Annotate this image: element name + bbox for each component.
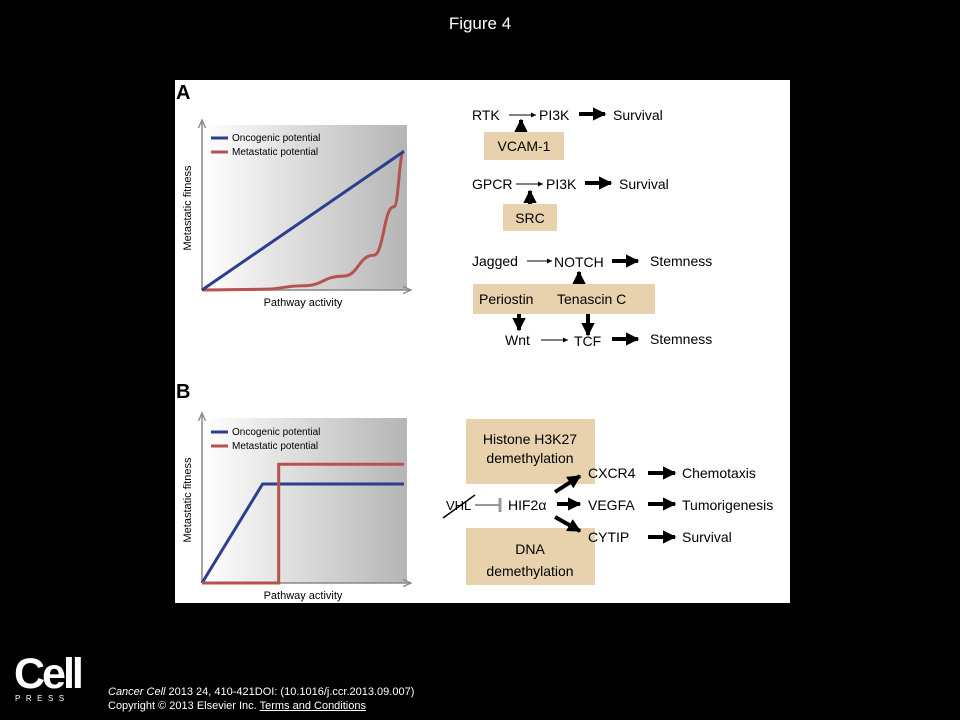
- src-label: SRC: [515, 210, 545, 226]
- citation-details: 2013 24, 410-421DOI: (10.1016/j.ccr.2013…: [165, 686, 415, 698]
- citation: Cancer Cell 2013 24, 410-421DOI: (10.101…: [108, 685, 414, 713]
- survival-label-1: Survival: [613, 107, 663, 123]
- terms-link[interactable]: Terms and Conditions: [259, 700, 366, 712]
- cytip-label: CYTIP: [588, 529, 629, 545]
- figure-title: Figure 4: [448, 14, 512, 33]
- tumorigenesis-label: Tumorigenesis: [682, 497, 773, 513]
- notch-label: NOTCH: [554, 254, 604, 270]
- vcam1-label: VCAM-1: [498, 138, 551, 154]
- panel-b-pathways: Histone H3K27 demethylation DNA demethyl…: [442, 419, 773, 585]
- pi3k-label-1: PI3K: [539, 107, 570, 123]
- citation-journal: Cancer Cell: [108, 686, 166, 698]
- chart-a-series-metastatic: [201, 149, 406, 292]
- chart-b-legend-oncogenic: Oncogenic potential: [232, 427, 320, 438]
- panel-a-letter: A: [176, 82, 190, 104]
- chart-a-series-oncogenic: [201, 150, 405, 292]
- wnt-label: Wnt: [505, 332, 530, 348]
- chart-b-background: [202, 418, 407, 583]
- dna-box: [466, 528, 595, 585]
- cxcr4-label: CXCR4: [588, 465, 636, 481]
- logo-word: Cell: [14, 650, 84, 698]
- vhl-strike: [442, 494, 476, 519]
- logo-sub: PRESS: [15, 694, 70, 703]
- chart-a-legend-oncogenic: Oncogenic potential: [232, 133, 320, 144]
- chart-b-xlabel: Pathway activity: [264, 590, 343, 602]
- chart-b-legend-metastatic: Metastatic potential: [232, 441, 318, 452]
- vegfa-label: VEGFA: [588, 497, 635, 513]
- survival-label-b: Survival: [682, 529, 732, 545]
- chart-a-legend-metastatic: Metastatic potential: [232, 147, 318, 158]
- stemness-label-1: Stemness: [650, 253, 712, 269]
- copyright-line: Copyright © 2013 Elsevier Inc. Terms and…: [108, 699, 414, 713]
- survival-label-2: Survival: [619, 176, 669, 192]
- histone-label-line1: Histone H3K27: [483, 431, 577, 447]
- pi3k-label-2: PI3K: [546, 176, 577, 192]
- histone-box: [466, 419, 595, 484]
- citation-line: Cancer Cell 2013 24, 410-421DOI: (10.101…: [108, 685, 414, 699]
- chart-b: Oncogenic potential Metastatic potential…: [182, 413, 411, 602]
- jagged-label: Jagged: [472, 253, 518, 269]
- tenascin-label: Tenascin C: [557, 291, 626, 307]
- figure-svg: A B Oncogenic potential Metastatic poten…: [176, 82, 773, 602]
- vcam1-box: [484, 132, 564, 160]
- dna-label-line1: DNA: [515, 541, 545, 557]
- dna-label-line2: demethylation: [486, 563, 573, 579]
- gpcr-label: GPCR: [472, 176, 512, 192]
- hif2a-cytip-arrow: [554, 515, 582, 533]
- tcf-label: TCF: [574, 333, 601, 349]
- chemotaxis-label: Chemotaxis: [682, 465, 756, 481]
- stemness-label-2: Stemness: [650, 331, 712, 347]
- panel-a-pathways: VCAM-1 RTK PI3K Survival SRC GPCR PI3K S…: [472, 107, 712, 349]
- periostin-tenascin-box: [473, 284, 655, 314]
- copyright-text: Copyright © 2013 Elsevier Inc.: [108, 700, 257, 712]
- chart-a-ylabel: Metastatic fitness: [182, 165, 194, 250]
- src-box: [503, 204, 557, 231]
- hif2a-cxcr4-arrow: [553, 474, 582, 494]
- panel-b-letter: B: [176, 381, 190, 403]
- chart-b-series-metastatic: [202, 462, 404, 585]
- histone-label-line2: demethylation: [486, 450, 573, 466]
- chart-b-series-oncogenic: [200, 482, 404, 584]
- chart-a: Oncogenic potential Metastatic potential…: [182, 120, 411, 309]
- cell-press-logo: Cell PRESS: [14, 650, 84, 704]
- periostin-label: Periostin: [479, 291, 533, 307]
- figure-panel: A B Oncogenic potential Metastatic poten…: [175, 80, 790, 603]
- hif2a-label: HIF2α: [508, 497, 546, 513]
- chart-b-ylabel: Metastatic fitness: [182, 457, 194, 542]
- chart-a-background: [202, 125, 407, 290]
- chart-a-xlabel: Pathway activity: [264, 297, 343, 309]
- rtk-label: RTK: [472, 107, 500, 123]
